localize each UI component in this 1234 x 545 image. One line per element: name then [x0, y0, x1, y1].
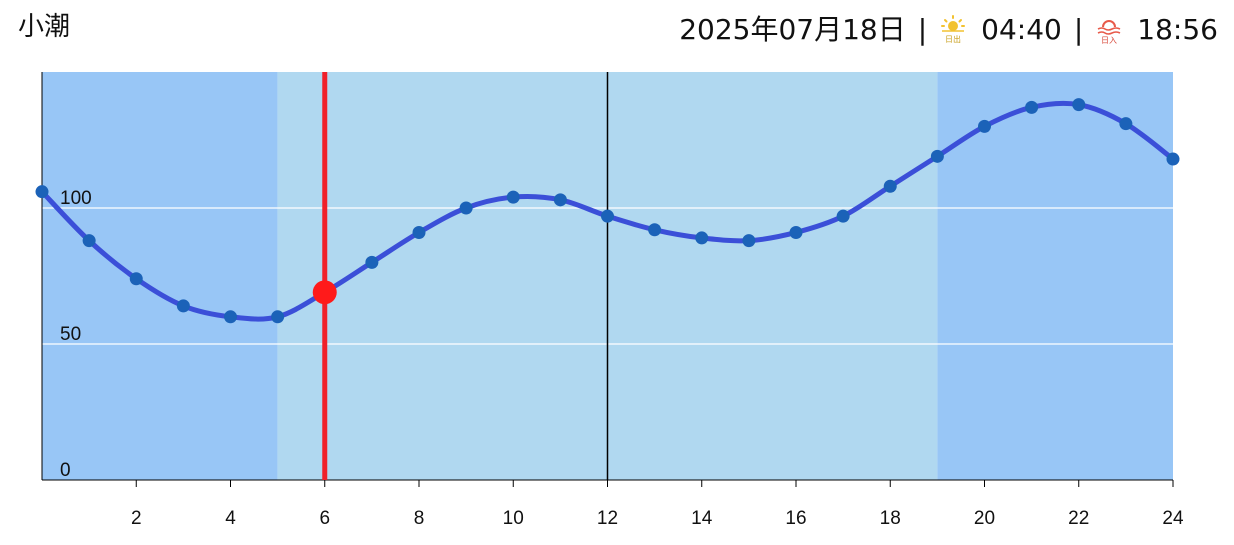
- night-band-morning: [42, 72, 278, 480]
- tide-point: [1166, 152, 1180, 166]
- x-tick-label: 16: [785, 508, 806, 529]
- x-tick-label: 2: [131, 508, 142, 529]
- sunset-icon: 日入: [1095, 14, 1123, 46]
- tide-point: [553, 193, 567, 207]
- tide-type-label: 小潮: [18, 12, 71, 42]
- tide-point: [1072, 98, 1086, 112]
- tide-point: [930, 149, 944, 163]
- x-tick-label: 6: [319, 508, 330, 529]
- tide-point: [271, 310, 285, 324]
- x-tick-label: 20: [974, 508, 995, 529]
- tide-point: [506, 190, 520, 204]
- separator: |: [1073, 13, 1084, 46]
- x-tick-label: 24: [1162, 508, 1184, 529]
- x-tick-label: 8: [414, 508, 425, 529]
- tide-point: [82, 234, 96, 248]
- night-band-evening: [937, 72, 1173, 480]
- tide-point: [459, 201, 473, 215]
- current-tide-marker: [312, 280, 337, 305]
- tide-point: [412, 225, 426, 239]
- tide-point: [1119, 117, 1133, 131]
- x-tick-label: 14: [691, 508, 713, 529]
- svg-text:日出: 日出: [945, 34, 961, 44]
- date-label: 2025年07月18日: [679, 13, 906, 46]
- tide-point: [789, 225, 803, 239]
- y-tick-label: 0: [60, 460, 71, 481]
- tide-point: [978, 119, 991, 133]
- tide-point: [129, 272, 143, 286]
- x-tick-label: 12: [597, 508, 618, 529]
- header-info: 2025年07月18日 | 日出 04:40 | 日入 18:56: [679, 10, 1218, 50]
- tide-point: [648, 223, 662, 237]
- tide-point: [695, 231, 709, 245]
- x-tick-label: 18: [880, 508, 901, 529]
- tide-point: [1025, 100, 1039, 114]
- separator: |: [917, 13, 928, 46]
- sunset-time: 18:56: [1137, 13, 1218, 46]
- tide-point: [742, 234, 756, 248]
- x-tick-label: 22: [1068, 508, 1089, 529]
- tide-point: [35, 185, 49, 199]
- x-tick-label: 4: [225, 508, 236, 529]
- tide-point: [836, 209, 850, 223]
- tide-point: [883, 179, 897, 193]
- tide-point: [176, 299, 190, 313]
- sunrise-time: 04:40: [981, 13, 1062, 46]
- y-tick-label: 100: [60, 188, 92, 209]
- sunrise-icon: 日出: [939, 14, 967, 46]
- tide-point: [601, 209, 614, 223]
- y-tick-label: 50: [60, 324, 81, 345]
- x-tick-label: 10: [503, 508, 524, 529]
- tide-point: [365, 255, 379, 269]
- tide-point: [224, 310, 237, 324]
- svg-text:日入: 日入: [1101, 36, 1117, 45]
